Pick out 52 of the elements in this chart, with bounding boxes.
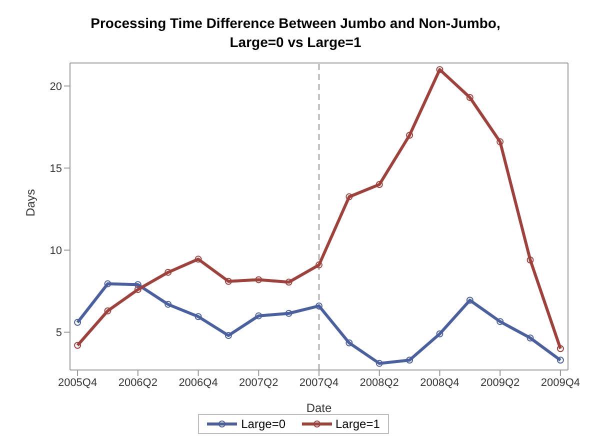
point — [164, 268, 172, 276]
point — [406, 132, 414, 139]
y-tick-label: 20 — [50, 80, 62, 93]
point — [194, 256, 202, 263]
point — [285, 310, 292, 317]
x-tick-label: 2008Q4 — [420, 376, 460, 389]
y-tick-label: 15 — [50, 162, 62, 175]
point — [74, 342, 82, 349]
point — [526, 256, 534, 264]
point — [436, 330, 444, 338]
point — [496, 318, 504, 326]
point — [104, 280, 112, 288]
y-tick-label: 5 — [56, 327, 62, 340]
point — [134, 281, 142, 288]
point — [74, 318, 82, 326]
x-tick-label: 2007Q2 — [239, 376, 278, 389]
point — [316, 302, 322, 310]
point — [134, 286, 142, 294]
point — [346, 193, 353, 200]
point — [316, 261, 322, 268]
point — [255, 312, 262, 320]
legend-label: Large=1 — [334, 417, 380, 431]
x-tick-label: 2008Q2 — [360, 376, 399, 389]
point — [406, 356, 414, 364]
x-tick-label: 2007Q4 — [299, 376, 339, 389]
point — [104, 307, 112, 314]
legend-label: Large=0 — [240, 417, 286, 431]
point — [526, 334, 534, 342]
point — [556, 345, 564, 352]
x-tick-label: 2009Q2 — [480, 376, 520, 389]
point — [496, 138, 504, 146]
y-axis-title: Days — [23, 189, 38, 216]
point — [466, 296, 474, 304]
y-tick-label: 10 — [50, 245, 62, 258]
point — [285, 278, 292, 286]
point — [224, 278, 232, 285]
point — [436, 66, 444, 74]
point — [164, 300, 172, 308]
point — [376, 360, 383, 367]
point — [346, 339, 353, 346]
point — [194, 313, 202, 320]
point — [466, 94, 474, 101]
x-axis-title: Date — [306, 401, 332, 415]
x-tick-label: 2006Q2 — [118, 376, 158, 389]
point — [556, 356, 564, 364]
x-tick-label: 2009Q4 — [540, 376, 580, 389]
point — [224, 332, 232, 340]
x-tick-label: 2005Q4 — [58, 376, 98, 389]
chart-title: Processing Time Difference Between Jumbo and Non-Jumbo, Large=0 vs Large=1 — [90, 14, 502, 52]
x-tick-label: 2006Q4 — [178, 376, 218, 389]
point — [255, 276, 262, 284]
point — [376, 180, 383, 188]
